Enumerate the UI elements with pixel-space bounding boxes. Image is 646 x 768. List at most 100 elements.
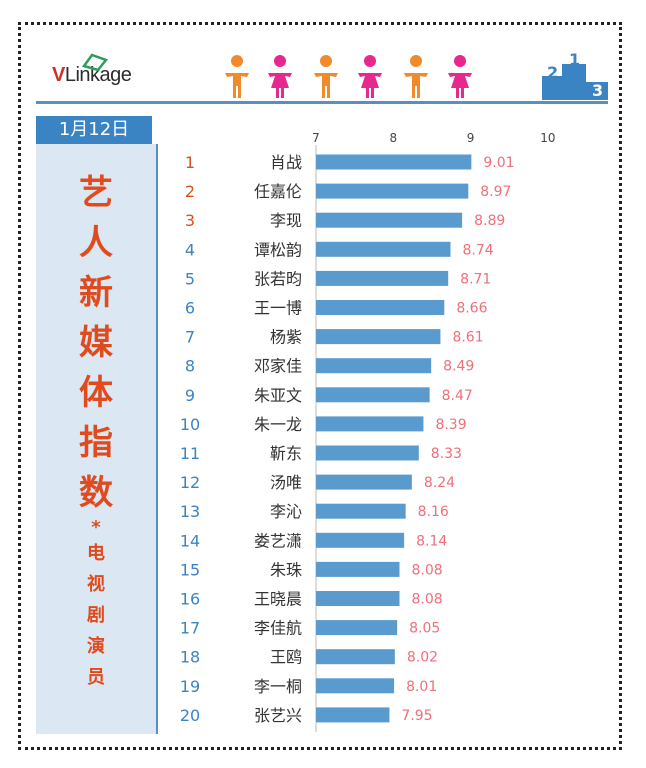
side-title: 艺 人 新 媒 体 指 数 * 电 视 剧 演 员 <box>36 168 156 693</box>
data-label: 8.02 <box>407 650 438 666</box>
category-label: 张若昀 <box>254 269 302 288</box>
person-pink-icon <box>268 55 292 98</box>
category-label: 张艺兴 <box>254 706 302 725</box>
x-tick-label: 8 <box>389 131 397 145</box>
rank-label: 12 <box>180 473 200 492</box>
category-label: 邓家佳 <box>254 357 302 376</box>
person-orange-icon <box>314 55 338 98</box>
side-title-char: 人 <box>79 223 113 263</box>
category-label: 李一桐 <box>254 677 302 696</box>
category-label: 杨紫 <box>270 328 302 347</box>
bar <box>316 503 406 519</box>
bar <box>316 329 441 345</box>
rank-label: 2 <box>185 182 195 201</box>
rank-label: 17 <box>180 619 200 638</box>
rank-label: 9 <box>185 386 195 405</box>
rank-label: 4 <box>185 240 195 259</box>
data-label: 8.47 <box>442 388 473 404</box>
side-subtitle-char: 员 <box>87 667 105 688</box>
data-label: 8.49 <box>443 359 474 375</box>
rank-label: 14 <box>180 531 200 550</box>
bar <box>316 532 405 548</box>
rank-label: 7 <box>185 328 195 347</box>
data-label: 8.24 <box>424 475 455 491</box>
category-label: 肖战 <box>270 153 302 172</box>
side-title-char: 艺 <box>79 173 113 213</box>
data-label: 8.71 <box>460 271 491 287</box>
side-title-char: 数 <box>79 473 113 513</box>
category-label: 王鸥 <box>270 648 302 667</box>
bar <box>316 445 419 461</box>
bar <box>316 707 390 723</box>
data-label: 8.16 <box>418 504 449 520</box>
data-label: 8.97 <box>480 184 511 200</box>
person-pink-icon <box>358 55 382 98</box>
side-title-char: 体 <box>79 373 113 413</box>
rank-label: 19 <box>180 677 200 696</box>
data-label: 8.08 <box>411 562 442 578</box>
side-title-star: * <box>91 517 101 538</box>
category-label: 朱珠 <box>270 560 302 579</box>
person-orange-icon <box>404 55 428 98</box>
bar <box>316 154 472 170</box>
category-label: 汤唯 <box>270 473 302 492</box>
header-divider <box>36 101 608 104</box>
category-label: 娄艺潇 <box>254 531 302 550</box>
bar <box>316 474 412 490</box>
data-label: 9.01 <box>483 155 514 171</box>
category-label: 王晓晨 <box>254 590 302 609</box>
rank-label: 1 <box>185 153 195 172</box>
rank-label: 10 <box>180 415 200 434</box>
side-panel <box>36 144 158 734</box>
data-label: 8.05 <box>409 621 440 637</box>
podium-icon: 2 1 3 <box>542 50 608 100</box>
side-title-char: 新 <box>79 273 113 313</box>
rank-label: 11 <box>180 444 200 463</box>
bar <box>316 300 445 315</box>
category-label: 谭松韵 <box>254 240 302 259</box>
rank-label: 5 <box>185 269 195 288</box>
data-label: 8.61 <box>452 330 483 346</box>
category-label: 李佳航 <box>254 619 302 638</box>
category-label: 李沁 <box>270 502 302 521</box>
dotted-frame <box>18 22 622 750</box>
person-orange-icon <box>225 55 249 98</box>
data-label: 8.74 <box>463 242 494 258</box>
data-label: 8.66 <box>456 301 487 317</box>
svg-text:1: 1 <box>569 50 580 69</box>
side-subtitle-char: 演 <box>87 636 105 657</box>
category-label: 靳东 <box>270 444 302 463</box>
category-label: 任嘉伦 <box>254 182 302 201</box>
data-label: 8.39 <box>435 417 466 433</box>
bar <box>316 270 449 286</box>
side-title-char: 媒 <box>79 323 113 363</box>
vlinkage-logo: VLinkage <box>52 64 132 86</box>
svg-text:2: 2 <box>547 63 558 82</box>
rank-label: 13 <box>180 502 200 521</box>
rank-label: 16 <box>180 590 200 609</box>
data-label: 8.89 <box>474 213 505 229</box>
person-pink-icon <box>448 55 472 98</box>
x-tick-label: 7 <box>312 131 320 145</box>
category-label: 朱一龙 <box>254 415 302 434</box>
bar <box>316 212 463 228</box>
data-label: 8.14 <box>416 533 447 549</box>
bar <box>316 183 469 199</box>
bar <box>316 678 395 694</box>
bar <box>316 387 430 403</box>
category-label: 李现 <box>270 211 302 230</box>
bar <box>316 416 424 432</box>
rank-label: 18 <box>180 648 200 667</box>
rank-label: 15 <box>180 560 200 579</box>
rank-label: 8 <box>185 357 195 376</box>
date-label: 1月12日 <box>36 116 152 144</box>
data-label: 7.95 <box>401 708 432 724</box>
side-subtitle-char: 剧 <box>87 605 105 626</box>
category-label: 王一博 <box>254 299 302 318</box>
data-label: 8.08 <box>411 592 442 608</box>
rank-label: 3 <box>185 211 195 230</box>
bar <box>316 620 398 636</box>
side-subtitle-char: 电 <box>87 543 105 564</box>
side-subtitle-char: 视 <box>87 574 105 595</box>
